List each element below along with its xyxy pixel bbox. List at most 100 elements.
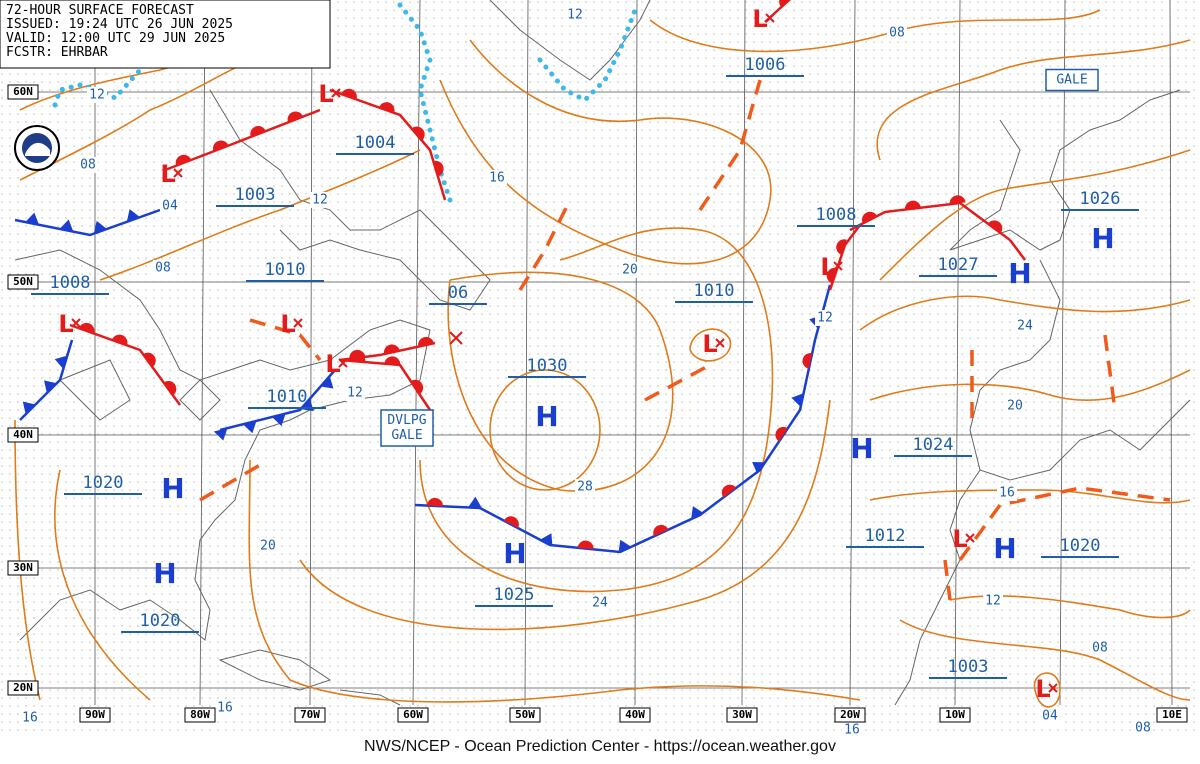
pressure-label: 1027 bbox=[938, 255, 979, 275]
front-symbol bbox=[987, 220, 1003, 234]
front-symbol bbox=[779, 0, 790, 8]
isobar-label-bg bbox=[345, 385, 365, 401]
front-symbol bbox=[411, 126, 425, 141]
front-symbol bbox=[904, 200, 921, 210]
header-issued: ISSUED: 19:24 UTC 26 JUN 2025 bbox=[6, 17, 233, 32]
isobar-label-bg bbox=[575, 479, 595, 495]
front-symbol bbox=[126, 209, 140, 222]
front-symbol bbox=[691, 506, 704, 520]
low-center: L bbox=[702, 330, 717, 358]
pressure-label: 1010 bbox=[265, 260, 306, 280]
low-x bbox=[965, 533, 975, 543]
front-symbol bbox=[836, 239, 847, 255]
isobar-label-bg bbox=[87, 87, 107, 103]
footer-bar bbox=[0, 735, 1200, 764]
isobar-label-bg bbox=[20, 710, 40, 726]
isobar-label-bg bbox=[565, 7, 585, 23]
isobar-label: 08 bbox=[1092, 641, 1108, 656]
longitude-box bbox=[1156, 707, 1188, 723]
low-x bbox=[715, 338, 725, 348]
low-x bbox=[338, 358, 348, 368]
pressure-label: 1010 bbox=[694, 281, 735, 301]
latitude-box bbox=[7, 84, 39, 100]
front-line bbox=[1009, 239, 1026, 261]
latitude-label: 30N bbox=[13, 561, 33, 574]
isobar-label: 20 bbox=[260, 539, 276, 554]
front-symbol bbox=[791, 393, 804, 407]
front-symbol bbox=[175, 154, 192, 166]
front-symbol bbox=[802, 352, 813, 369]
isobar-label-bg bbox=[310, 192, 330, 208]
pressure-label: 1020 bbox=[1060, 536, 1101, 556]
high-center: H bbox=[503, 537, 526, 570]
header-forecaster: FCSTR: EHRBAR bbox=[6, 45, 108, 60]
high-center: H bbox=[1091, 222, 1114, 255]
pressure-label: 1003 bbox=[235, 185, 276, 205]
longitude-label: 50W bbox=[515, 708, 535, 721]
front-symbol bbox=[949, 195, 966, 205]
longitude-box bbox=[939, 707, 971, 723]
pressure-label: 1025 bbox=[494, 585, 535, 605]
low-center: L bbox=[58, 310, 73, 338]
isobar-label: 16 bbox=[22, 711, 38, 726]
longitude-label: 90W bbox=[85, 708, 105, 721]
pressure-label: 1012 bbox=[865, 526, 906, 546]
front-symbol bbox=[78, 322, 95, 334]
header-box: 72-HOUR SURFACE FORECAST ISSUED: 19:24 U… bbox=[0, 0, 331, 69]
front-symbol bbox=[433, 160, 444, 177]
longitude-label: 40W bbox=[625, 708, 645, 721]
isobar-label-bg bbox=[590, 595, 610, 611]
isobar-label-bg bbox=[620, 262, 640, 278]
isobar-label-bg bbox=[160, 198, 180, 214]
front-symbol bbox=[384, 356, 401, 366]
longitude-label: 60W bbox=[403, 708, 423, 721]
isobar-label: 16 bbox=[217, 701, 233, 716]
latitude-box bbox=[7, 274, 39, 290]
isobar-label: 08 bbox=[1135, 721, 1151, 736]
latitude-label: 40N bbox=[13, 428, 33, 441]
latitude-label: 50N bbox=[13, 275, 33, 288]
low-x bbox=[1048, 683, 1058, 693]
front-symbol bbox=[163, 380, 177, 396]
longitude-box bbox=[834, 707, 866, 723]
high-center: H bbox=[850, 432, 873, 465]
front-symbol bbox=[59, 219, 74, 232]
longitude-label: 80W bbox=[190, 708, 210, 721]
pressure-label: 1020 bbox=[140, 611, 181, 631]
isobar-label: 12 bbox=[985, 594, 1001, 609]
pressure-label: 1024 bbox=[913, 435, 954, 455]
low-center: L bbox=[952, 525, 967, 553]
front-symbol bbox=[242, 420, 257, 434]
pressure-label: 1008 bbox=[50, 273, 91, 293]
isobar-label: 20 bbox=[622, 263, 638, 278]
front-symbol bbox=[320, 376, 334, 389]
warning-text: DVLPG bbox=[387, 413, 426, 428]
high-center: H bbox=[161, 472, 184, 505]
high-center: H bbox=[153, 557, 176, 590]
front-symbol bbox=[287, 111, 304, 123]
warning-box bbox=[1045, 68, 1099, 92]
isobar-label: 12 bbox=[817, 311, 833, 326]
coastlines bbox=[14, 0, 1191, 706]
isobar-label: 04 bbox=[1042, 709, 1058, 724]
front-symbol bbox=[653, 524, 669, 537]
low-x bbox=[293, 318, 303, 328]
pressure-label: 1003 bbox=[948, 657, 989, 677]
isobar-label: 24 bbox=[592, 596, 608, 611]
front-symbol bbox=[775, 426, 788, 442]
pressure-label: 1026 bbox=[1080, 189, 1121, 209]
front-symbol bbox=[826, 267, 838, 284]
isobar-label: 08 bbox=[889, 26, 905, 41]
isobar-label-bg bbox=[1040, 708, 1060, 724]
longitude-label: 30W bbox=[732, 708, 752, 721]
front-symbol bbox=[540, 533, 553, 547]
longitude-label: 10E bbox=[1162, 708, 1182, 721]
isobar-label-bg bbox=[815, 310, 835, 326]
front-symbol bbox=[25, 212, 40, 225]
isobar-label-bg bbox=[1005, 398, 1025, 414]
front-symbol bbox=[418, 336, 434, 347]
labels: 1006 1004 1003 1010 1008 06 1010 1008 1026 1027 10… bbox=[7, 5, 1188, 738]
isobar-label: 28 bbox=[577, 480, 593, 495]
pressure-label: 1010 bbox=[267, 387, 308, 407]
header-valid: VALID: 12:00 UTC 29 JUN 2025 bbox=[6, 31, 225, 46]
